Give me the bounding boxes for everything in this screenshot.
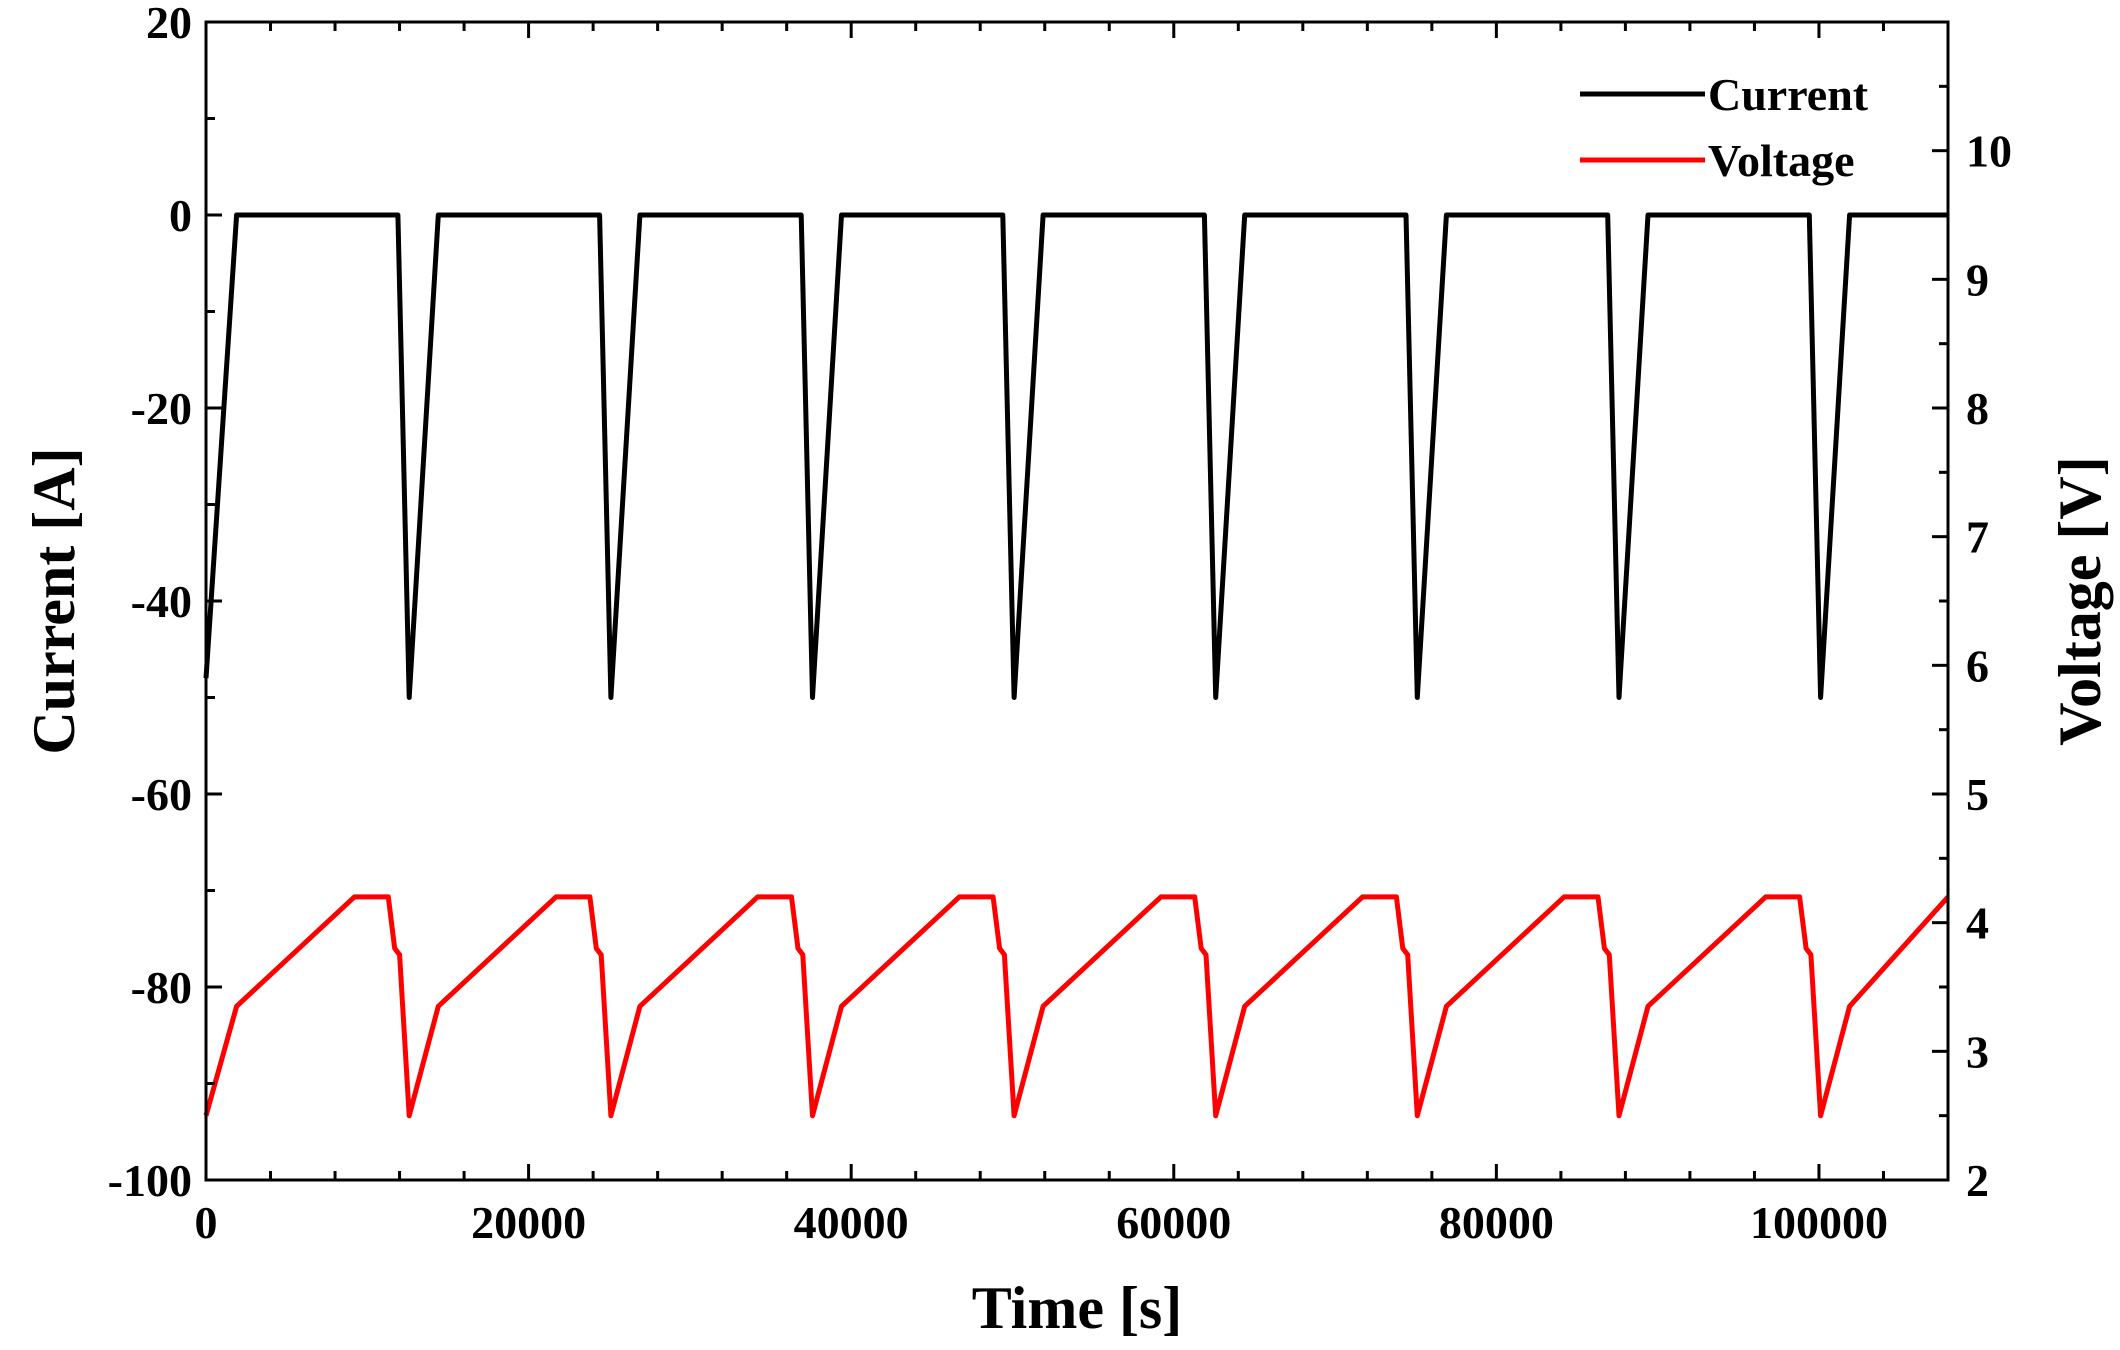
x-tick-label: 80000 (1439, 1197, 1554, 1248)
legend-label-current: Current (1708, 69, 1869, 120)
x-tick-label: 20000 (471, 1197, 586, 1248)
x-tick-label: 40000 (794, 1197, 909, 1248)
y-left-tick-label: 0 (169, 190, 192, 241)
y-right-tick-label: 3 (1966, 1026, 1989, 1077)
y-left-tick-label: -20 (131, 383, 192, 434)
y-right-tick-label: 8 (1966, 383, 1989, 434)
y-right-tick-label: 7 (1966, 512, 1989, 563)
y-right-tick-label: 2 (1966, 1155, 1989, 1206)
y-right-tick-label: 9 (1966, 254, 1989, 305)
y-left-tick-label: -60 (131, 769, 192, 820)
y-axis-left-label: Current [A] (21, 447, 87, 754)
y-left-tick-label: -100 (108, 1155, 192, 1206)
legend: Current Voltage (1580, 69, 1869, 186)
y-left-tick-label: 20 (146, 0, 192, 48)
y-right-tick-label: 4 (1966, 898, 1989, 949)
y-right-tick-label: 10 (1966, 126, 2012, 177)
y-left-tick-label: -80 (131, 962, 192, 1013)
ticks-layer: 0 20000 40000 60000 80000 100000 -100 -80 -60 -40… (108, 0, 2012, 1248)
series-line-voltage (203, 894, 1950, 1119)
x-tick-label: 60000 (1116, 1197, 1231, 1248)
x-axis-label: Time [s] (972, 1275, 1183, 1341)
x-tick-label: 0 (195, 1197, 218, 1248)
series-layer (203, 212, 1950, 1119)
y-left-tick-label: -40 (131, 576, 192, 627)
plot-frame (204, 20, 1950, 1182)
y-right-tick-label: 6 (1966, 640, 1989, 691)
x-tick-label: 100000 (1750, 1197, 1888, 1248)
y-axis-right-label: Voltage [V] (2047, 456, 2113, 745)
y-right-tick-label: 5 (1966, 769, 1989, 820)
series-line-current (203, 212, 1948, 700)
legend-label-voltage: Voltage (1708, 135, 1855, 186)
